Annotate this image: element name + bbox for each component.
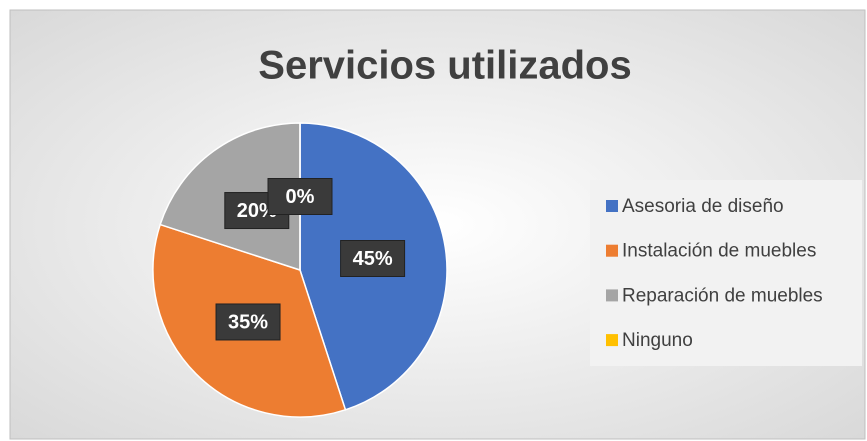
legend-swatch xyxy=(606,334,618,347)
data-label: 35% xyxy=(228,311,268,333)
legend-swatch xyxy=(606,200,618,212)
data-label: 0% xyxy=(286,186,315,208)
legend-label: Ninguno xyxy=(622,330,693,351)
legend-swatch xyxy=(606,289,618,302)
chart-title: Servicios utilizados xyxy=(258,44,631,88)
legend-label: Instalación de muebles xyxy=(622,241,816,262)
data-label-box xyxy=(267,178,333,215)
legend-swatch xyxy=(606,244,618,257)
data-label: 45% xyxy=(353,248,393,270)
legend xyxy=(590,180,862,366)
data-label-box xyxy=(340,240,406,278)
legend-label: Reparación de muebles xyxy=(622,285,823,306)
legend-label: Asesoria de diseño xyxy=(622,196,784,217)
data-label-box xyxy=(215,303,281,341)
data-label: 20% xyxy=(237,200,277,222)
